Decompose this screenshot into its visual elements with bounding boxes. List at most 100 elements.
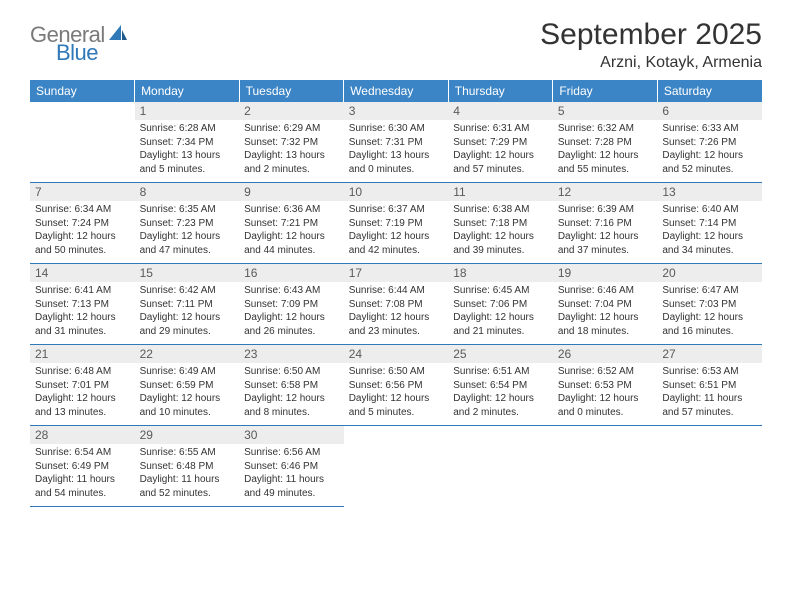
- weekday-header: Monday: [135, 80, 240, 102]
- location: Arzni, Kotayk, Armenia: [540, 54, 762, 72]
- calendar-cell: 22Sunrise: 6:49 AMSunset: 6:59 PMDayligh…: [135, 345, 240, 426]
- day-body: [553, 444, 658, 496]
- day-body: Sunrise: 6:46 AMSunset: 7:04 PMDaylight:…: [553, 282, 658, 344]
- day-body: Sunrise: 6:38 AMSunset: 7:18 PMDaylight:…: [448, 201, 553, 263]
- calendar-cell: 12Sunrise: 6:39 AMSunset: 7:16 PMDayligh…: [553, 183, 658, 264]
- calendar-page: General Blue September 2025 Arzni, Kotay…: [0, 0, 792, 507]
- day-number: [553, 426, 658, 444]
- day-body: Sunrise: 6:37 AMSunset: 7:19 PMDaylight:…: [344, 201, 449, 263]
- weekday-header: Wednesday: [344, 80, 449, 102]
- weekday-header: Sunday: [30, 80, 135, 102]
- calendar-cell: 20Sunrise: 6:47 AMSunset: 7:03 PMDayligh…: [657, 264, 762, 345]
- day-body: Sunrise: 6:56 AMSunset: 6:46 PMDaylight:…: [239, 444, 344, 506]
- day-body: Sunrise: 6:36 AMSunset: 7:21 PMDaylight:…: [239, 201, 344, 263]
- calendar-cell: 27Sunrise: 6:53 AMSunset: 6:51 PMDayligh…: [657, 345, 762, 426]
- day-body: Sunrise: 6:41 AMSunset: 7:13 PMDaylight:…: [30, 282, 135, 344]
- day-number: 15: [135, 264, 240, 282]
- day-body: Sunrise: 6:29 AMSunset: 7:32 PMDaylight:…: [239, 120, 344, 182]
- day-number: 18: [448, 264, 553, 282]
- weekday-header: Thursday: [448, 80, 553, 102]
- day-number: 1: [135, 102, 240, 120]
- header: General Blue September 2025 Arzni, Kotay…: [30, 18, 762, 72]
- calendar-cell: 3Sunrise: 6:30 AMSunset: 7:31 PMDaylight…: [344, 102, 449, 183]
- calendar-cell: 1Sunrise: 6:28 AMSunset: 7:34 PMDaylight…: [135, 102, 240, 183]
- calendar-cell: 18Sunrise: 6:45 AMSunset: 7:06 PMDayligh…: [448, 264, 553, 345]
- month-title: September 2025: [540, 18, 762, 52]
- logo: General Blue: [30, 18, 128, 64]
- calendar-cell: 13Sunrise: 6:40 AMSunset: 7:14 PMDayligh…: [657, 183, 762, 264]
- calendar-cell: 17Sunrise: 6:44 AMSunset: 7:08 PMDayligh…: [344, 264, 449, 345]
- day-body: Sunrise: 6:32 AMSunset: 7:28 PMDaylight:…: [553, 120, 658, 182]
- day-number: 3: [344, 102, 449, 120]
- calendar-cell: 14Sunrise: 6:41 AMSunset: 7:13 PMDayligh…: [30, 264, 135, 345]
- day-number: 30: [239, 426, 344, 444]
- day-body: Sunrise: 6:33 AMSunset: 7:26 PMDaylight:…: [657, 120, 762, 182]
- day-body: Sunrise: 6:34 AMSunset: 7:24 PMDaylight:…: [30, 201, 135, 263]
- day-number: 6: [657, 102, 762, 120]
- day-number: 21: [30, 345, 135, 363]
- weekday-header: Saturday: [657, 80, 762, 102]
- day-number: 4: [448, 102, 553, 120]
- calendar-cell: [553, 426, 658, 507]
- day-body: [657, 444, 762, 496]
- calendar-cell: 5Sunrise: 6:32 AMSunset: 7:28 PMDaylight…: [553, 102, 658, 183]
- calendar-body: 1Sunrise: 6:28 AMSunset: 7:34 PMDaylight…: [30, 102, 762, 507]
- day-body: [448, 444, 553, 496]
- calendar-cell: 30Sunrise: 6:56 AMSunset: 6:46 PMDayligh…: [239, 426, 344, 507]
- calendar-cell: 25Sunrise: 6:51 AMSunset: 6:54 PMDayligh…: [448, 345, 553, 426]
- calendar-cell: 11Sunrise: 6:38 AMSunset: 7:18 PMDayligh…: [448, 183, 553, 264]
- day-body: Sunrise: 6:40 AMSunset: 7:14 PMDaylight:…: [657, 201, 762, 263]
- calendar-cell: [448, 426, 553, 507]
- day-number: 17: [344, 264, 449, 282]
- day-body: Sunrise: 6:30 AMSunset: 7:31 PMDaylight:…: [344, 120, 449, 182]
- calendar-week-row: 7Sunrise: 6:34 AMSunset: 7:24 PMDaylight…: [30, 183, 762, 264]
- weekday-header: Friday: [553, 80, 658, 102]
- calendar-cell: 6Sunrise: 6:33 AMSunset: 7:26 PMDaylight…: [657, 102, 762, 183]
- calendar-cell: 16Sunrise: 6:43 AMSunset: 7:09 PMDayligh…: [239, 264, 344, 345]
- day-body: Sunrise: 6:43 AMSunset: 7:09 PMDaylight:…: [239, 282, 344, 344]
- day-number: [448, 426, 553, 444]
- day-body: Sunrise: 6:28 AMSunset: 7:34 PMDaylight:…: [135, 120, 240, 182]
- day-number: 25: [448, 345, 553, 363]
- day-body: Sunrise: 6:55 AMSunset: 6:48 PMDaylight:…: [135, 444, 240, 506]
- day-number: 10: [344, 183, 449, 201]
- calendar-week-row: 14Sunrise: 6:41 AMSunset: 7:13 PMDayligh…: [30, 264, 762, 345]
- calendar-head: SundayMondayTuesdayWednesdayThursdayFrid…: [30, 80, 762, 102]
- calendar-cell: 9Sunrise: 6:36 AMSunset: 7:21 PMDaylight…: [239, 183, 344, 264]
- day-body: Sunrise: 6:39 AMSunset: 7:16 PMDaylight:…: [553, 201, 658, 263]
- day-body: Sunrise: 6:42 AMSunset: 7:11 PMDaylight:…: [135, 282, 240, 344]
- calendar-cell: 19Sunrise: 6:46 AMSunset: 7:04 PMDayligh…: [553, 264, 658, 345]
- day-number: 23: [239, 345, 344, 363]
- day-number: 28: [30, 426, 135, 444]
- calendar-cell: [30, 102, 135, 183]
- day-body: Sunrise: 6:49 AMSunset: 6:59 PMDaylight:…: [135, 363, 240, 425]
- calendar-week-row: 21Sunrise: 6:48 AMSunset: 7:01 PMDayligh…: [30, 345, 762, 426]
- day-body: Sunrise: 6:35 AMSunset: 7:23 PMDaylight:…: [135, 201, 240, 263]
- day-number: 20: [657, 264, 762, 282]
- day-number: 16: [239, 264, 344, 282]
- day-body: Sunrise: 6:45 AMSunset: 7:06 PMDaylight:…: [448, 282, 553, 344]
- calendar-cell: 28Sunrise: 6:54 AMSunset: 6:49 PMDayligh…: [30, 426, 135, 507]
- title-block: September 2025 Arzni, Kotayk, Armenia: [540, 18, 762, 72]
- day-number: 14: [30, 264, 135, 282]
- day-number: 8: [135, 183, 240, 201]
- day-number: 5: [553, 102, 658, 120]
- day-number: 9: [239, 183, 344, 201]
- day-number: 13: [657, 183, 762, 201]
- day-number: 22: [135, 345, 240, 363]
- weekday-header: Tuesday: [239, 80, 344, 102]
- day-body: Sunrise: 6:50 AMSunset: 6:56 PMDaylight:…: [344, 363, 449, 425]
- day-number: 27: [657, 345, 762, 363]
- calendar-cell: 2Sunrise: 6:29 AMSunset: 7:32 PMDaylight…: [239, 102, 344, 183]
- calendar-cell: 4Sunrise: 6:31 AMSunset: 7:29 PMDaylight…: [448, 102, 553, 183]
- day-body: Sunrise: 6:54 AMSunset: 6:49 PMDaylight:…: [30, 444, 135, 506]
- day-number: 2: [239, 102, 344, 120]
- calendar-cell: 26Sunrise: 6:52 AMSunset: 6:53 PMDayligh…: [553, 345, 658, 426]
- calendar-cell: 29Sunrise: 6:55 AMSunset: 6:48 PMDayligh…: [135, 426, 240, 507]
- day-body: Sunrise: 6:51 AMSunset: 6:54 PMDaylight:…: [448, 363, 553, 425]
- day-body: [344, 444, 449, 496]
- day-number: [30, 102, 135, 120]
- day-body: Sunrise: 6:44 AMSunset: 7:08 PMDaylight:…: [344, 282, 449, 344]
- calendar-cell: 21Sunrise: 6:48 AMSunset: 7:01 PMDayligh…: [30, 345, 135, 426]
- logo-word2: Blue: [56, 42, 128, 64]
